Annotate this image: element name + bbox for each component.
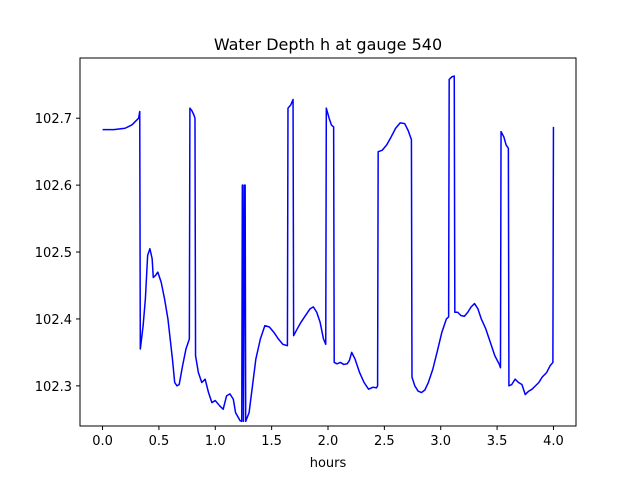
- y-tick-label: 102.5: [35, 246, 72, 261]
- x-tick-label: 2.5: [374, 434, 395, 449]
- x-tick-label: 3.5: [487, 434, 508, 449]
- y-tick-label: 102.6: [35, 179, 72, 194]
- x-tick-label: 0.5: [149, 434, 170, 449]
- x-tick-label: 3.0: [430, 434, 451, 449]
- x-tick-label: 2.0: [318, 434, 339, 449]
- y-tick-label: 102.3: [35, 380, 72, 395]
- plot-frame: [79, 57, 577, 427]
- y-tick-label: 102.7: [35, 112, 72, 127]
- chart-title: Water Depth h at gauge 540: [214, 35, 442, 54]
- x-tick-label: 1.5: [261, 434, 282, 449]
- x-axis-label: hours: [310, 456, 347, 471]
- x-tick-label: 1.0: [205, 434, 226, 449]
- plot-area: [102, 75, 555, 423]
- x-tick-label: 0.0: [92, 434, 113, 449]
- x-tick-label: 4.0: [543, 434, 564, 449]
- x-axis-ticks: 0.0 0.5 1.0 1.5 2.0 2.5 3.0 3.5 4.0: [92, 426, 564, 449]
- y-tick-label: 102.4: [35, 313, 72, 328]
- series-line-0: [102, 75, 555, 423]
- y-axis-ticks: 102.3 102.4 102.5 102.6 102.7: [35, 112, 80, 395]
